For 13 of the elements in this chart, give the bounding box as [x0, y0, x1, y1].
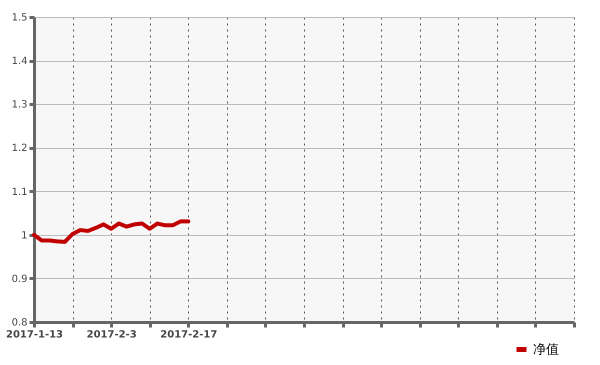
y-tick-label: 0.8 [12, 318, 28, 328]
line-series [32, 219, 190, 244]
y-tick-label: 1.1 [12, 186, 28, 198]
y-tick-label: 1.4 [12, 56, 28, 68]
x-tick-label: 2017-1-13 [6, 330, 64, 340]
y-tick-label: 1.3 [12, 100, 28, 111]
x-tick-label: 2017-2-3 [86, 330, 137, 340]
y-tick-label: 1.2 [12, 143, 28, 154]
y-tick-label: 0.9 [12, 274, 28, 285]
y-tick-label: 1 [21, 230, 28, 242]
y-tick-label: 1.5 [12, 12, 28, 24]
legend-label: 净值 [533, 342, 559, 358]
x-tick-label: 2017-2-17 [160, 330, 218, 340]
